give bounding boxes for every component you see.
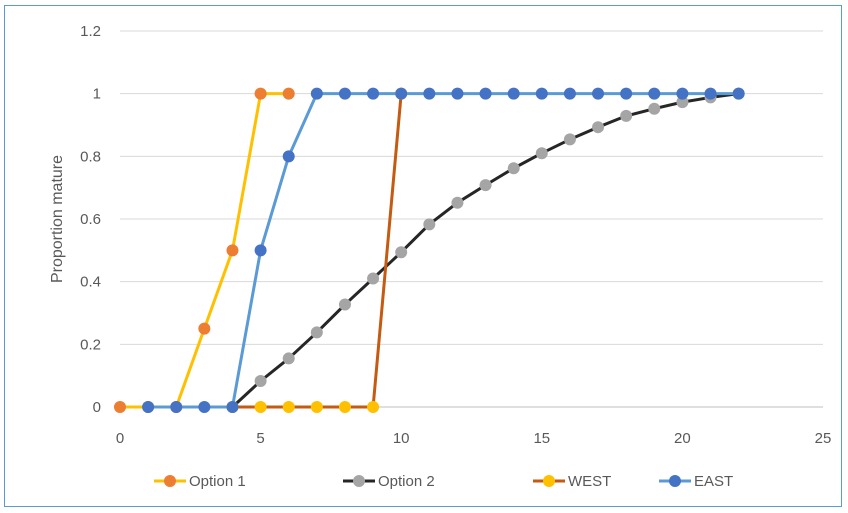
y-tick-label: 1.2 — [80, 23, 101, 40]
legend-label-4: EAST — [694, 473, 733, 490]
x-tick-label: 15 — [533, 430, 550, 447]
series-line-4 — [148, 92, 739, 409]
data-point-series-2 — [507, 162, 520, 175]
data-point-series-4 — [254, 244, 267, 257]
data-point-series-4 — [170, 401, 183, 413]
x-tick-label: 25 — [815, 430, 832, 447]
data-point-series-2 — [282, 352, 295, 365]
data-point-series-1 — [226, 244, 239, 257]
data-point-series-3 — [254, 401, 267, 413]
data-point-series-3 — [282, 401, 295, 413]
data-point-series-2 — [451, 196, 464, 209]
y-tick-label: 0.4 — [80, 274, 101, 291]
data-point-series-2 — [620, 109, 633, 122]
chart-frame — [4, 5, 842, 507]
data-point-series-4 — [338, 87, 351, 100]
data-point-series-4 — [704, 87, 717, 100]
data-point-series-2 — [423, 218, 436, 231]
data-point-series-2 — [395, 246, 408, 259]
data-point-series-4 — [423, 87, 436, 100]
data-point-series-3 — [367, 401, 380, 413]
x-tick-label: 10 — [393, 430, 410, 447]
data-point-series-4 — [198, 401, 211, 413]
data-point-series-2 — [254, 374, 267, 387]
data-point-series-3 — [310, 401, 323, 413]
data-point-series-4 — [367, 87, 380, 100]
legend-marker-2 — [353, 475, 365, 487]
y-axis-label: Proportion mature — [49, 155, 66, 283]
data-point-series-1 — [198, 322, 211, 335]
data-point-series-1 — [114, 401, 126, 413]
data-point-series-2 — [338, 298, 351, 311]
data-point-series-4 — [563, 87, 576, 100]
data-point-series-2 — [310, 326, 323, 339]
x-tick-label: 0 — [116, 430, 124, 447]
data-point-series-4 — [592, 87, 605, 100]
legend-marker-3 — [543, 475, 555, 487]
y-tick-label: 0 — [93, 399, 101, 416]
data-point-series-4 — [226, 401, 239, 413]
data-point-series-2 — [535, 147, 548, 160]
data-point-series-4 — [395, 87, 408, 100]
x-tick-label: 5 — [256, 430, 264, 447]
series-line-2 — [231, 92, 739, 409]
y-tick-label: 0.2 — [80, 336, 101, 353]
y-tick-label: 0.8 — [80, 148, 101, 165]
data-point-series-4 — [620, 87, 633, 100]
data-point-series-4 — [676, 87, 689, 100]
data-point-series-4 — [142, 401, 155, 413]
data-point-series-4 — [310, 87, 323, 100]
x-tick-label: 20 — [674, 430, 691, 447]
data-point-series-2 — [479, 179, 492, 192]
data-point-series-4 — [648, 87, 661, 100]
data-point-series-4 — [282, 150, 295, 163]
data-point-series-2 — [367, 272, 380, 285]
legend-label-3: WEST — [568, 473, 611, 490]
legend-label-2: Option 2 — [378, 473, 435, 490]
data-point-series-4 — [507, 87, 520, 100]
data-point-series-1 — [254, 87, 267, 100]
data-point-series-3 — [338, 401, 351, 413]
data-point-series-4 — [479, 87, 492, 100]
data-point-series-2 — [676, 96, 689, 109]
data-point-series-4 — [535, 87, 548, 100]
legend-marker-1 — [164, 475, 176, 487]
data-point-series-2 — [592, 121, 605, 134]
data-point-series-4 — [732, 87, 745, 100]
legend-label-1: Option 1 — [189, 473, 246, 490]
data-point-series-1 — [282, 87, 295, 100]
data-point-series-2 — [563, 133, 576, 146]
legend-marker-4 — [669, 475, 681, 487]
data-point-series-4 — [451, 87, 464, 100]
data-point-series-2 — [648, 102, 661, 115]
y-tick-label: 1 — [93, 86, 101, 103]
y-tick-label: 0.6 — [80, 211, 101, 228]
